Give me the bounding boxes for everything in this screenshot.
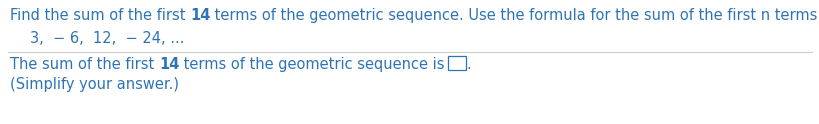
- Text: .: .: [466, 57, 471, 72]
- Text: (Simplify your answer.): (Simplify your answer.): [10, 77, 179, 92]
- Text: terms of the geometric sequence. Use the formula for the sum of the first n term: terms of the geometric sequence. Use the…: [210, 8, 819, 23]
- Text: 14: 14: [190, 8, 210, 23]
- Text: 3,  − 6,  12,  − 24, ...: 3, − 6, 12, − 24, ...: [30, 31, 184, 46]
- Text: Find the sum of the first: Find the sum of the first: [10, 8, 190, 23]
- Text: The sum of the first: The sum of the first: [10, 57, 159, 72]
- Text: terms of the geometric sequence is: terms of the geometric sequence is: [179, 57, 444, 72]
- FancyBboxPatch shape: [447, 56, 465, 70]
- Text: 14: 14: [159, 57, 179, 72]
